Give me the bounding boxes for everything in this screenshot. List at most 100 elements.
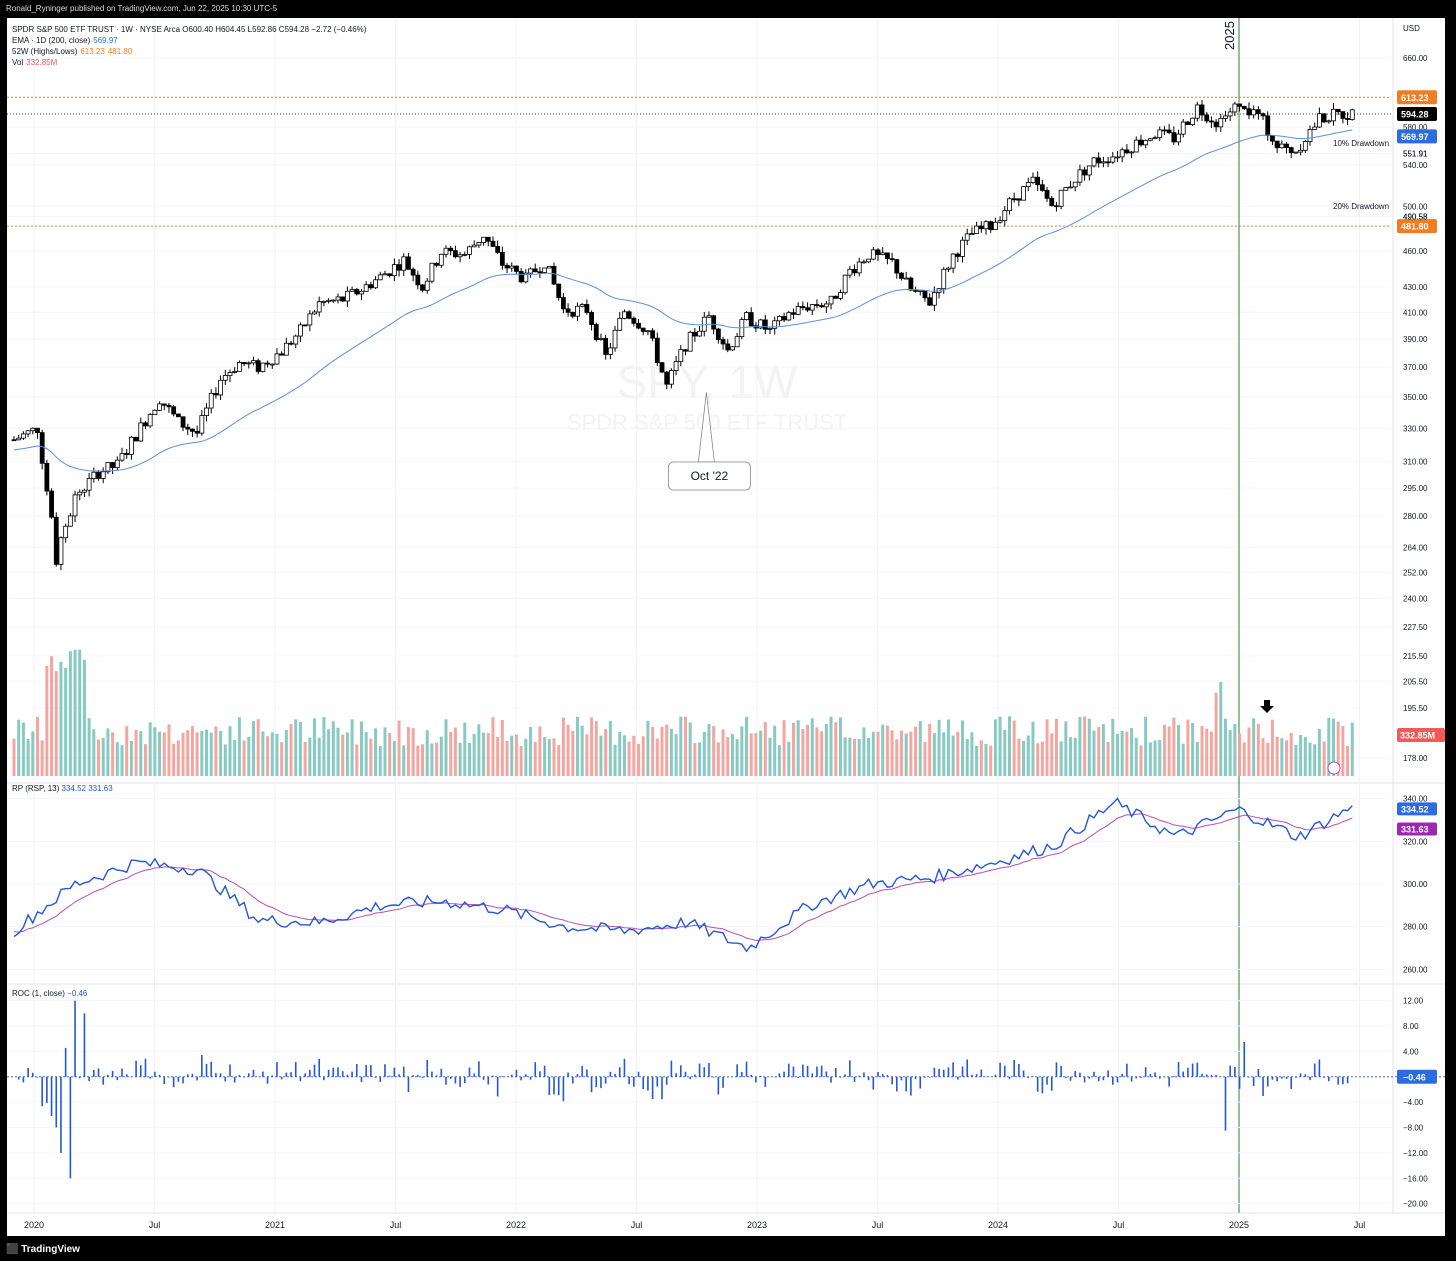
volume-bar (1317, 728, 1321, 776)
candle-body (617, 317, 623, 331)
candle-body (293, 335, 299, 345)
candle-body (1054, 205, 1059, 208)
candle-body (354, 289, 360, 295)
candle-body (931, 292, 937, 306)
candle-body (396, 264, 402, 271)
symbol-title[interactable]: SPDR S&P 500 ETF TRUST · 1W · NYSE Arca (12, 25, 181, 34)
tag-last-price-bg (1397, 107, 1437, 122)
candle-body (251, 360, 256, 364)
tradingview-logo[interactable]: ⬛ TradingView (6, 1244, 80, 1255)
volume-bar (430, 743, 434, 776)
volume-bar (547, 739, 551, 776)
candle-body (1345, 117, 1350, 120)
volume-bar (543, 737, 547, 776)
volume-bar (486, 733, 490, 776)
volume-bar (1120, 730, 1124, 776)
candle-body (786, 312, 792, 321)
price-axis-label: 660.00 (1403, 54, 1428, 63)
candle-body (946, 267, 951, 270)
volume-bar (280, 742, 284, 776)
candle-body (847, 268, 853, 276)
roc-bars (17, 1000, 1354, 1179)
price-axis-label: 215.50 (1403, 652, 1428, 661)
volume-bar (857, 738, 861, 776)
candle-body (1274, 140, 1280, 149)
candle-body (166, 404, 172, 408)
volume-bar (1223, 718, 1227, 776)
candle-body (335, 296, 341, 301)
volume-bar (111, 732, 115, 776)
candle-body (443, 247, 449, 255)
candle-body (326, 299, 332, 302)
candle-body (1307, 129, 1313, 142)
candle-body (565, 308, 571, 313)
candle-body (781, 316, 787, 321)
candle-body (199, 415, 205, 434)
volume-bar (890, 730, 894, 776)
volume-bar (378, 745, 382, 776)
volume-bar (298, 721, 302, 776)
vol-legend-label[interactable]: Vol (12, 58, 24, 67)
candle-body (800, 306, 806, 309)
candle-body (645, 330, 651, 333)
candle-body (213, 392, 219, 396)
candle-body (560, 297, 566, 310)
candle-body (598, 338, 604, 340)
volume-bar (256, 719, 260, 776)
volume-bar (975, 745, 979, 776)
volume-bar (763, 722, 767, 776)
roc-axis-label: −12.00 (1403, 1149, 1428, 1158)
volume-bar (989, 745, 993, 776)
volume-bar (594, 721, 598, 776)
chart-canvas[interactable]: 2020 Jul 2021 Jul 2022 Jul 2023 Jul 2024 Jul 2025 J… (7, 18, 1445, 1236)
candle-body (1072, 181, 1078, 188)
hl-legend-label[interactable]: 52W (Highs/Lows) (12, 47, 78, 56)
candle-body (1044, 190, 1050, 199)
volume-bar (1092, 730, 1096, 776)
rp-axis-label: 260.00 (1403, 965, 1428, 974)
price-axis-label: 430.00 (1403, 283, 1428, 292)
volume-bar (575, 716, 579, 776)
volume-bar (693, 743, 697, 776)
candle-body (232, 371, 238, 373)
candle-body (471, 244, 477, 248)
volume-bar (1280, 738, 1284, 776)
volume-bar (566, 724, 570, 776)
candle-body (894, 259, 900, 274)
volume-bar (115, 742, 119, 776)
volume-bar (1139, 745, 1143, 776)
roc-legend[interactable]: ROC (1, close) −0.46 (12, 989, 87, 998)
volume-bar (313, 718, 317, 776)
ema-legend-label[interactable]: EMA · 1D (200, close) (12, 36, 91, 45)
chart-frame[interactable]: 2020 Jul 2021 Jul 2022 Jul 2023 Jul 2024 Jul 2025 J… (7, 18, 1445, 1236)
rp-axis-label: 320.00 (1403, 837, 1428, 846)
candle-body (1016, 198, 1022, 201)
currency-label: USD (1403, 24, 1420, 33)
volume-bar (1266, 742, 1270, 776)
volume-bar (327, 729, 331, 776)
rp-legend[interactable]: RP (RSP, 13) 334.52 331.63 (12, 784, 113, 793)
candle-body (795, 306, 801, 315)
candle-body (659, 362, 665, 373)
candle-body (1293, 151, 1299, 154)
candle-body (922, 290, 928, 299)
volume-bar (294, 719, 298, 776)
candle-body (1227, 111, 1233, 117)
volume-bar (698, 742, 702, 776)
candle-body (1077, 169, 1083, 183)
volume-bar (463, 722, 467, 776)
candle-body (1255, 109, 1261, 115)
volume-bar (829, 716, 833, 776)
volume-bar (1078, 717, 1082, 776)
candle-body (462, 253, 468, 256)
volume-bar (820, 731, 824, 776)
candle-body (969, 233, 975, 235)
candle-body (1091, 157, 1097, 167)
vol-legend-value: 332.85M (26, 58, 58, 67)
volume-bar (618, 731, 622, 776)
volume-bar (336, 727, 340, 776)
candle-body (53, 516, 59, 565)
candle-body (607, 347, 613, 355)
candle-body (377, 274, 383, 281)
candle-body (222, 375, 228, 381)
